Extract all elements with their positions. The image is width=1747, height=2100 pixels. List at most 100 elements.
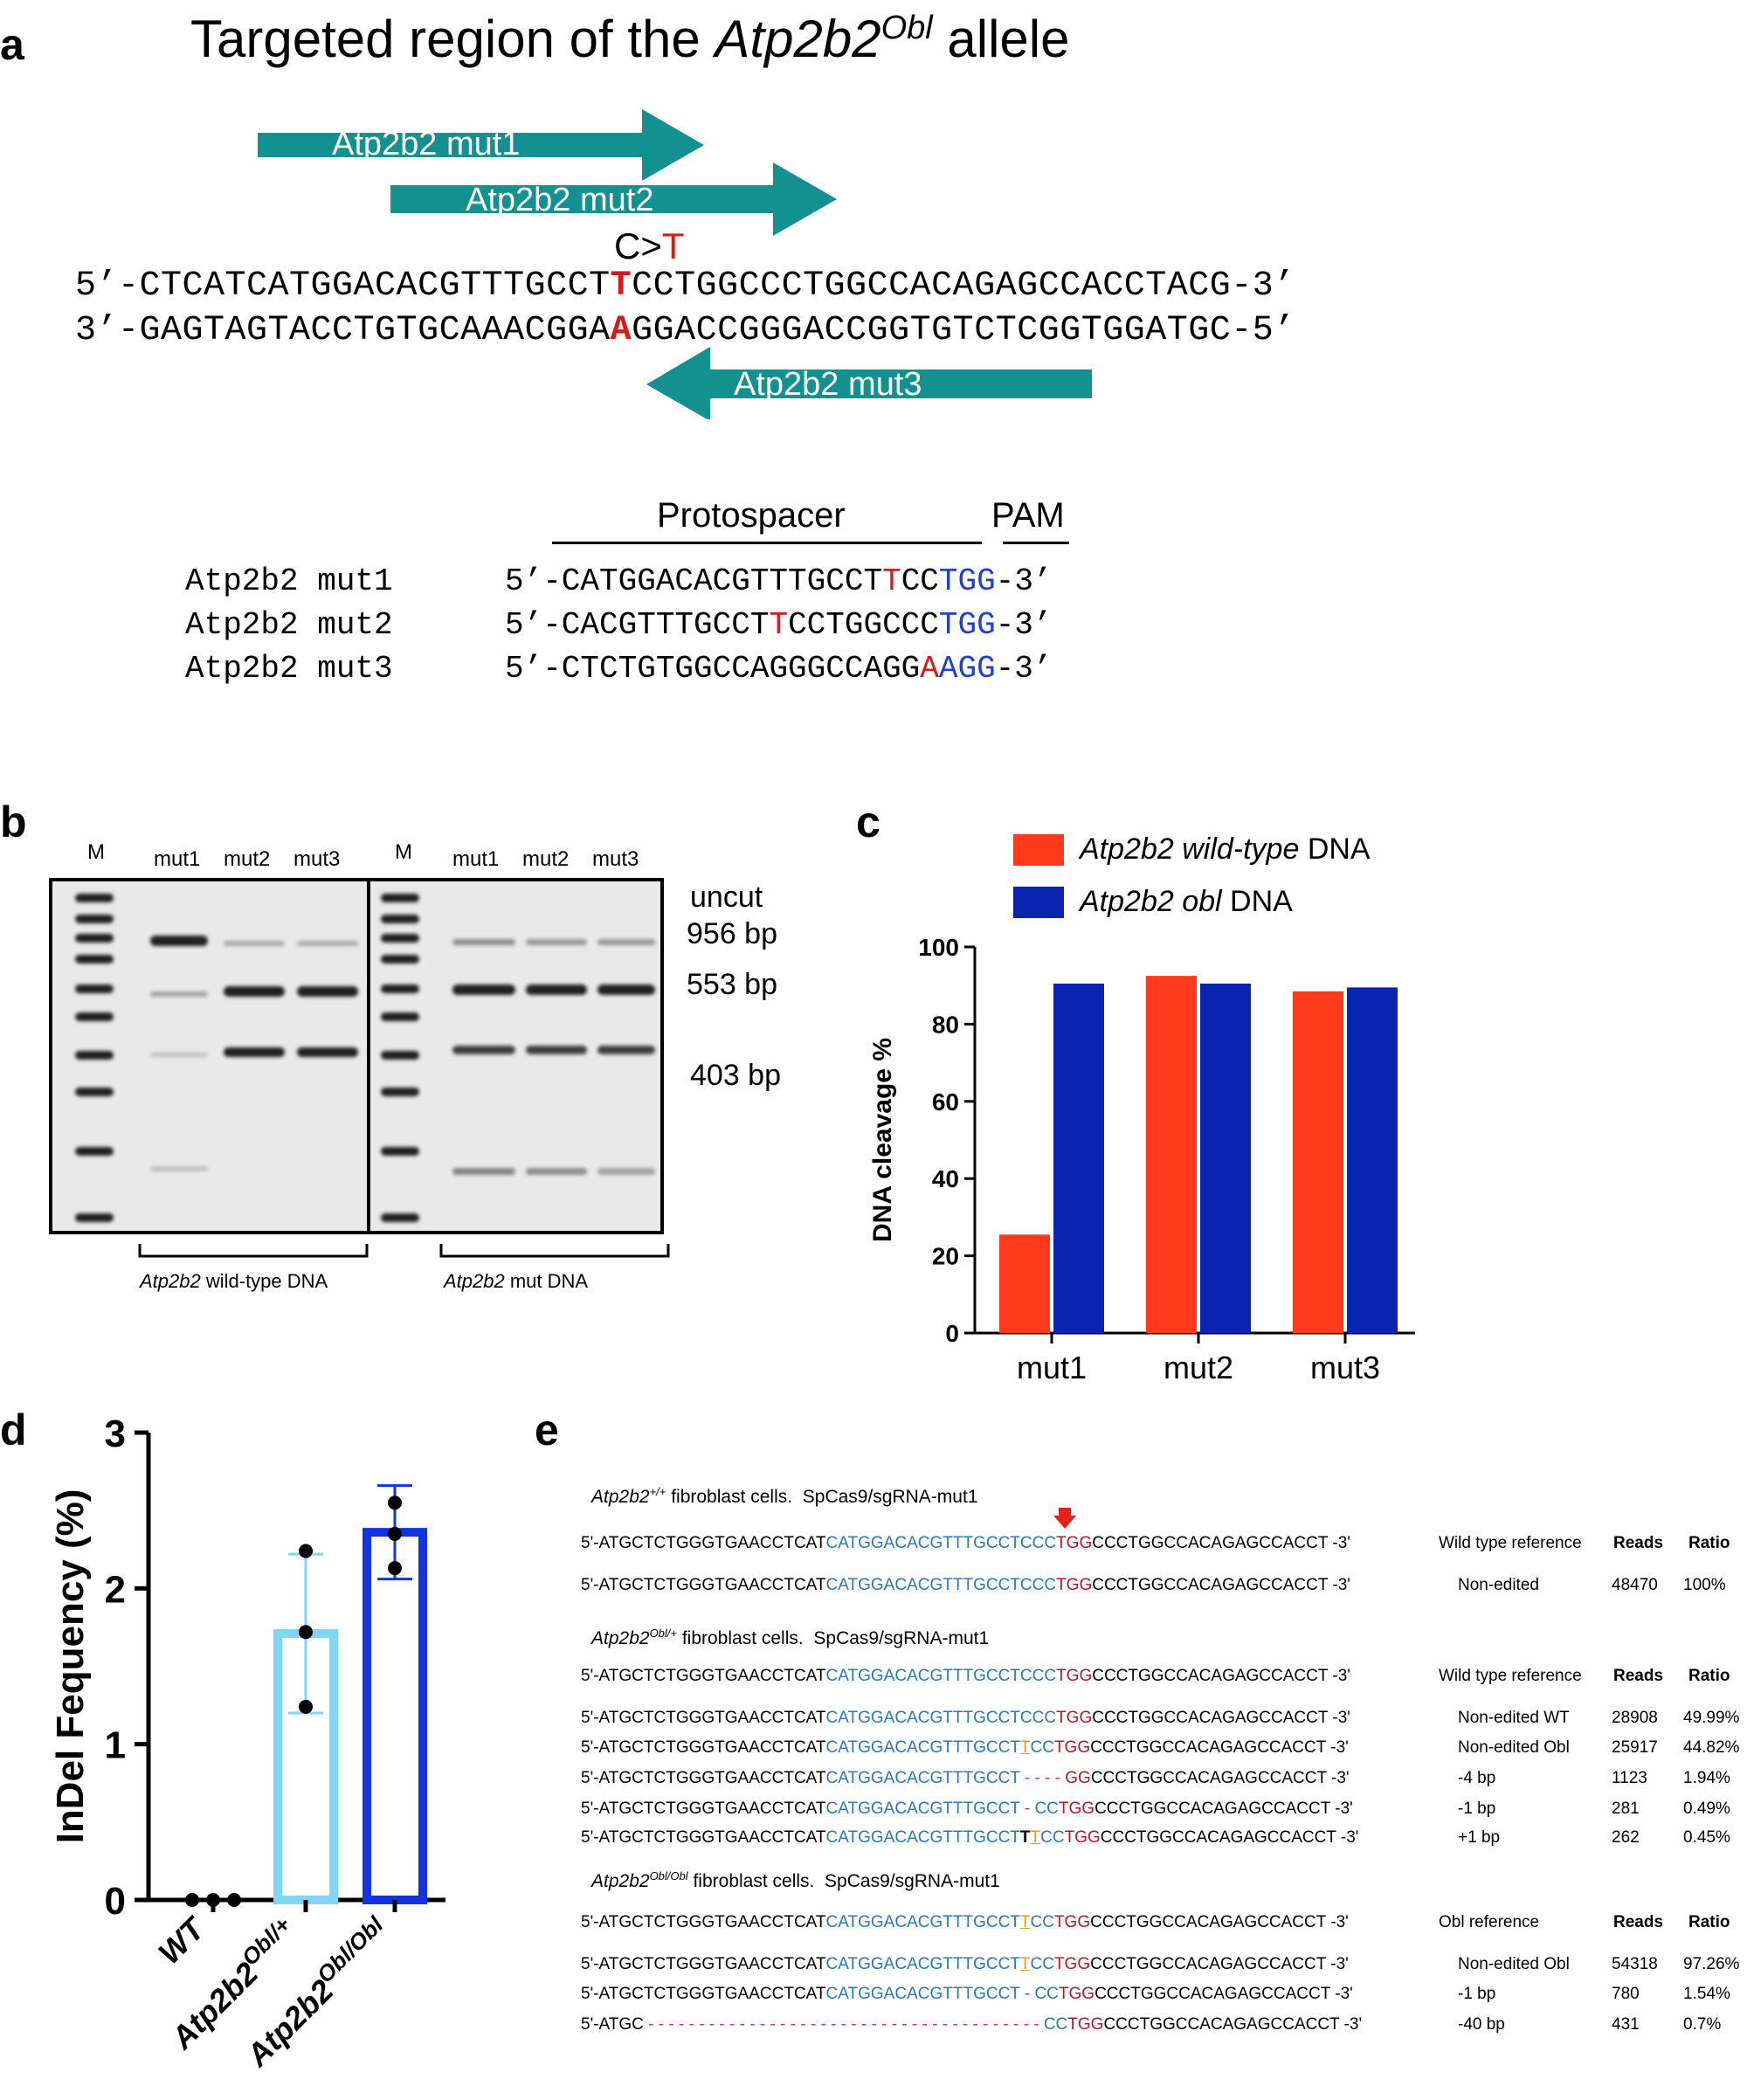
section-header-hom-sup: Obl/Obl <box>649 1869 688 1882</box>
guide-name: Atp2b2 mut3 <box>185 651 393 687</box>
y-tick-label: 1 <box>105 1724 126 1767</box>
bottom-strand-mut: A <box>610 311 632 350</box>
seq-pam: TGG <box>1053 1913 1091 1931</box>
bottom-strand: 3’-GAGTAGTACCTGTGCAAACGGAAGGACCGGGACCGGT… <box>75 311 1295 350</box>
guide-seq-mid: CC <box>901 563 939 599</box>
y-axis-title: InDel Fequency (%) <box>49 1489 92 1844</box>
seq-pam: TGG <box>1056 1534 1093 1552</box>
seq-prefix: 5'-ATGCTCTGGGTGAACCTCAT <box>581 1738 826 1757</box>
legend-wt-gene: Atp2b2 wild-type <box>1080 832 1300 866</box>
seq-prefix: 5'-ATGCTCTGGGTGAACCTCAT <box>581 1769 826 1787</box>
seq-protospacer: CATGGACACGTTTGCCT <box>825 1738 1020 1757</box>
gel-band-mut2-uncut <box>224 941 285 946</box>
panel-a-label: a <box>0 20 24 69</box>
bar-wt-mut2 <box>1146 976 1197 1333</box>
panel-e-table: Atp2b2+/+ fibroblast cells. SpCas9/sgRNA… <box>581 1485 1747 2079</box>
section-header-wt-gene: Atp2b2 <box>591 1487 650 1507</box>
ladder-band <box>381 894 419 902</box>
row-label: +1 bp <box>1458 1828 1501 1847</box>
seq-deletion: - <box>1019 1800 1035 1818</box>
guide-arrows <box>258 109 1092 419</box>
seq-protospacer-tail: CC <box>1030 1738 1054 1757</box>
gel-band-r-mut1-low <box>452 1168 515 1175</box>
x-tick-label: mut3 <box>1310 1350 1380 1385</box>
y-tick-label: 0 <box>945 1320 959 1347</box>
seq-suffix: CCCTGGCCACAGAGCCACCT -3' <box>1103 2015 1363 2034</box>
seq-suffix: CCCTGGCCACAGAGCCACCT -3' <box>1092 1709 1350 1727</box>
row-label: Non-edited Obl <box>1458 1955 1570 1973</box>
row-reads: 1123 <box>1612 1769 1647 1787</box>
ladder-band <box>75 955 114 964</box>
lane-label-mut3-left: mut3 <box>293 847 341 871</box>
seq-suffix: CCCTGGCCACAGAGCCACCT -3' <box>1092 1667 1350 1685</box>
guide-seq-pre: 5’-CACGTTTGCCT <box>505 607 770 643</box>
top-strand-pre: 5’-CTCATCATGGACACGTTTGCCT <box>75 266 611 306</box>
guide-seq-mut: T <box>882 563 901 599</box>
row-ratio: 100% <box>1683 1576 1726 1594</box>
section-header-het-sup: Obl/+ <box>649 1627 677 1640</box>
pam-bar <box>1003 542 1069 544</box>
pam-label: PAM <box>991 496 1065 535</box>
ladder-band <box>381 1147 419 1156</box>
arrow-mut3-label: Atp2b2 mut3 <box>734 366 922 403</box>
lane-label-mut3-right: mut3 <box>592 847 639 871</box>
sequence-row: 5'-ATGC - - - - - - - - - - - - - - - - … <box>581 2015 1362 2034</box>
lane-label-mut1-left: mut1 <box>154 847 201 871</box>
gel-band-r-mut3-403 <box>597 1046 655 1054</box>
lane-label-mut2-left: mut2 <box>224 847 271 871</box>
row-reads: 28908 <box>1612 1709 1658 1727</box>
seq-prefix: 5'-ATGCTCTGGGTGAACCTCAT <box>581 1667 826 1685</box>
seq-suffix: CCCTGGCCACAGAGCCACCT -3' <box>1100 1828 1359 1847</box>
seq-protospacer: CATGGACACGTTTGCCT <box>825 1800 1020 1818</box>
section-header-het-gene: Atp2b2 <box>591 1628 650 1648</box>
sequence-row: 5'-ATGCTCTGGGTGAACCTCATCATGGACACGTTTGCCT… <box>581 1913 1349 1932</box>
ladder-band <box>381 984 419 993</box>
group-right-gene: Atp2b2 <box>444 1270 505 1292</box>
gel-band-r-mut3-low <box>597 1168 655 1175</box>
gel-band-r-mut1-553 <box>452 984 515 995</box>
legend-obl-swatch <box>1013 887 1064 918</box>
guide-seq-pam: TGG <box>938 563 996 599</box>
panel-c-label: c <box>856 798 880 846</box>
panel-b-label: b <box>0 798 27 846</box>
ladder-band <box>381 1051 419 1060</box>
seq-protospacer: CATGGACACGTTTGCCTCCC <box>825 1667 1057 1685</box>
row-label: -40 bp <box>1458 2015 1505 2034</box>
bar-obl-mut3 <box>1347 987 1398 1333</box>
size-label-956: 956 bp <box>687 917 777 950</box>
section-header-hom-rest: fibroblast cells. SpCas9/sgRNA-mut1 <box>687 1871 1000 1891</box>
section-header-wt-sup: +/+ <box>649 1485 666 1498</box>
col-header-reads: Reads <box>1613 1667 1664 1685</box>
gel-band-mut1-553 <box>150 991 208 997</box>
group-left-rest: wild-type DNA <box>200 1270 328 1292</box>
guide-seq-pre: 5’-CATGGACACGTTTGCCT <box>505 563 883 599</box>
bar-wt-mut3 <box>1293 991 1343 1333</box>
row-label: Non-edited <box>1458 1576 1539 1594</box>
row-ratio: 0.45% <box>1683 1828 1730 1847</box>
seq-prefix: 5'-ATGCTCTGGGTGAACCTCAT <box>581 1985 826 2003</box>
x-tick-label: mut2 <box>1164 1350 1233 1385</box>
section-header-hom: Atp2b2Obl/Obl fibroblast cells. SpCas9/s… <box>591 1869 1000 1892</box>
ladder-band <box>75 894 114 902</box>
x-tick-label: mut1 <box>1017 1350 1087 1385</box>
row-ratio: 0.7% <box>1683 2015 1722 2034</box>
ladder-band <box>381 1088 419 1096</box>
row-ratio: 1.94% <box>1683 1769 1730 1787</box>
seq-protospacer-tail: CC <box>1040 1828 1065 1847</box>
mutation-label: C>T <box>614 225 685 267</box>
top-strand: 5’-CTCATCATGGACACGTTTGCCTTCCTGGCCCTGGCCA… <box>75 266 1295 306</box>
guide-seq-post: -3’ <box>995 563 1053 599</box>
section-header-hom-gene: Atp2b2 <box>591 1871 650 1891</box>
seq-protospacer: CATGGACACGTTTGCCT <box>825 1913 1020 1931</box>
ladder-band <box>381 1012 419 1021</box>
row-label: -1 bp <box>1458 1800 1496 1818</box>
protospacer-label: Protospacer <box>657 496 846 535</box>
col-header-reads: Reads <box>1613 1534 1664 1552</box>
guide-name: Atp2b2 mut1 <box>185 563 393 599</box>
y-tick-label: 100 <box>918 934 959 961</box>
section-header-wt-rest: fibroblast cells. SpCas9/sgRNA-mut1 <box>666 1487 978 1507</box>
y-tick-label: 60 <box>932 1088 959 1116</box>
seq-mutant-base: T <box>1030 1828 1041 1847</box>
arrow-mut2-label: Atp2b2 mut2 <box>466 182 654 218</box>
sequence-row: 5'-ATGCTCTGGGTGAACCTCATCATGGACACGTTTGCCT… <box>581 1955 1349 1974</box>
